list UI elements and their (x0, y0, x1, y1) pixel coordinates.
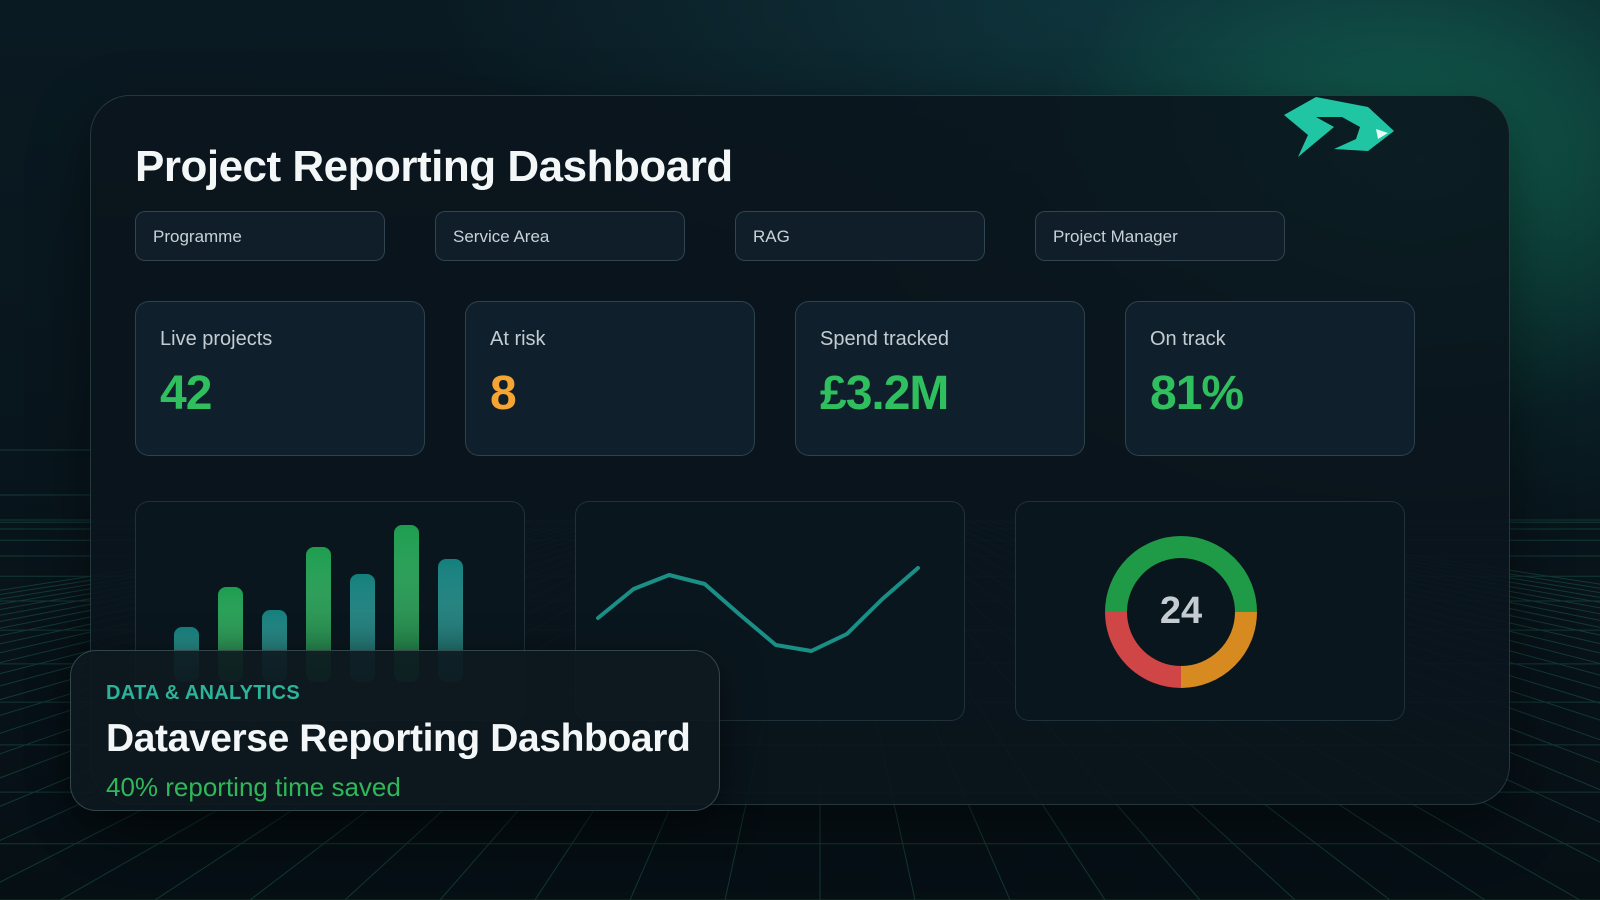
donut-slice (1105, 536, 1257, 613)
arrow-logo-icon (1284, 97, 1394, 157)
kpi-label: At risk (490, 328, 546, 350)
case-title: Dataverse Reporting Dashboard (106, 717, 691, 760)
kpi-label: Live projects (160, 328, 273, 350)
filter-service-area[interactable]: Service Area (435, 211, 685, 261)
donut-chart: 24 (1105, 536, 1257, 688)
kpi-card-at-risk: At risk 8 (465, 301, 755, 456)
kpi-card-on-track: On track 81% (1125, 301, 1415, 456)
kpi-card-spend-tracked: Spend tracked £3.2M (795, 301, 1085, 456)
donut-slice (1180, 611, 1257, 688)
line-series (596, 566, 920, 653)
kpi-label: On track (1150, 328, 1226, 350)
bar-shade (306, 547, 331, 682)
kpi-card-live-projects: Live projects 42 (135, 301, 425, 456)
filter-project-manager[interactable]: Project Manager (1035, 211, 1285, 261)
case-stat: 40% reporting time saved (106, 772, 401, 802)
donut-chart-card: 24 (1015, 501, 1405, 721)
kpi-value: 42 (160, 367, 212, 420)
donut-center-label: 24 (1160, 590, 1202, 632)
bar-shade (394, 525, 419, 682)
kpi-value: 8 (490, 367, 517, 420)
page-title: Project Reporting Dashboard (135, 142, 733, 191)
kpi-value: 81% (1150, 367, 1244, 420)
case-category: DATA & ANALYTICS (106, 682, 301, 704)
line-chart (596, 566, 920, 653)
kpi-label: Spend tracked (820, 328, 949, 350)
filter-programme[interactable]: Programme (135, 211, 385, 261)
filter-rag[interactable]: RAG (735, 211, 985, 261)
kpi-value: £3.2M (820, 367, 949, 420)
donut-slice (1105, 611, 1182, 688)
case-study-card[interactable]: DATA & ANALYTICS Dataverse Reporting Das… (70, 650, 720, 811)
